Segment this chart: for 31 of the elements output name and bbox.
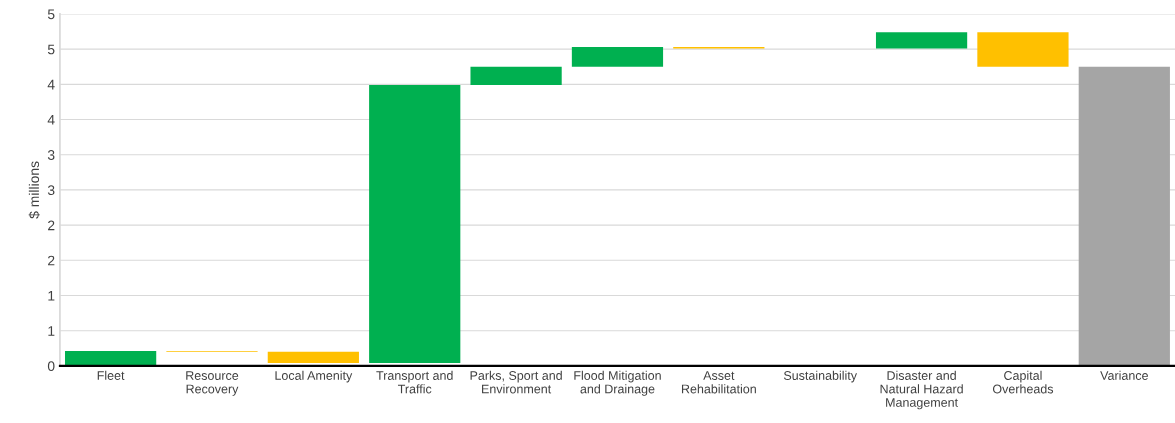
bar bbox=[470, 66, 562, 86]
x-tick-label: Resource Recovery bbox=[186, 371, 239, 396]
y-tick-label: 4 bbox=[47, 79, 55, 90]
bar bbox=[369, 85, 461, 364]
y-tick-label: 1 bbox=[48, 290, 55, 301]
bar bbox=[267, 351, 359, 364]
x-tick-label: Flood Mitigation and Drainage bbox=[574, 370, 661, 396]
y-tick-label: 5 bbox=[47, 44, 55, 55]
y-tick-label: 2 bbox=[48, 220, 55, 231]
bar bbox=[64, 351, 157, 366]
y-tick-label: 4 bbox=[47, 115, 55, 125]
x-tick-label: Local Amenity bbox=[275, 370, 353, 383]
bar bbox=[1078, 66, 1170, 366]
bar bbox=[977, 32, 1069, 67]
y-tick-label: 0 bbox=[47, 361, 55, 372]
x-tick-label: Fleet bbox=[97, 370, 125, 380]
y-tick-label: 1 bbox=[48, 326, 55, 336]
y-axis-title: $ millions bbox=[28, 161, 40, 219]
x-tick-label: Capital Overheads bbox=[992, 370, 1054, 394]
y-tick-label: 3 bbox=[47, 185, 55, 196]
x-tick-label: Asset Rehabilitation bbox=[681, 371, 756, 394]
x-tick-label: Disaster and Natural Hazard Management bbox=[880, 370, 963, 410]
y-tick-label: 2 bbox=[48, 255, 55, 266]
x-tick-label: Parks, Sport and Environment bbox=[470, 370, 562, 394]
x-tick-label: Transport and Traffic bbox=[376, 370, 453, 394]
y-tick-label: 5 bbox=[47, 9, 55, 20]
x-tick-label: Sustainability bbox=[783, 370, 858, 383]
y-tick-label: 3 bbox=[47, 150, 55, 160]
bar bbox=[875, 32, 968, 49]
bar bbox=[571, 47, 664, 67]
x-tick-label: Variance bbox=[1100, 370, 1148, 380]
